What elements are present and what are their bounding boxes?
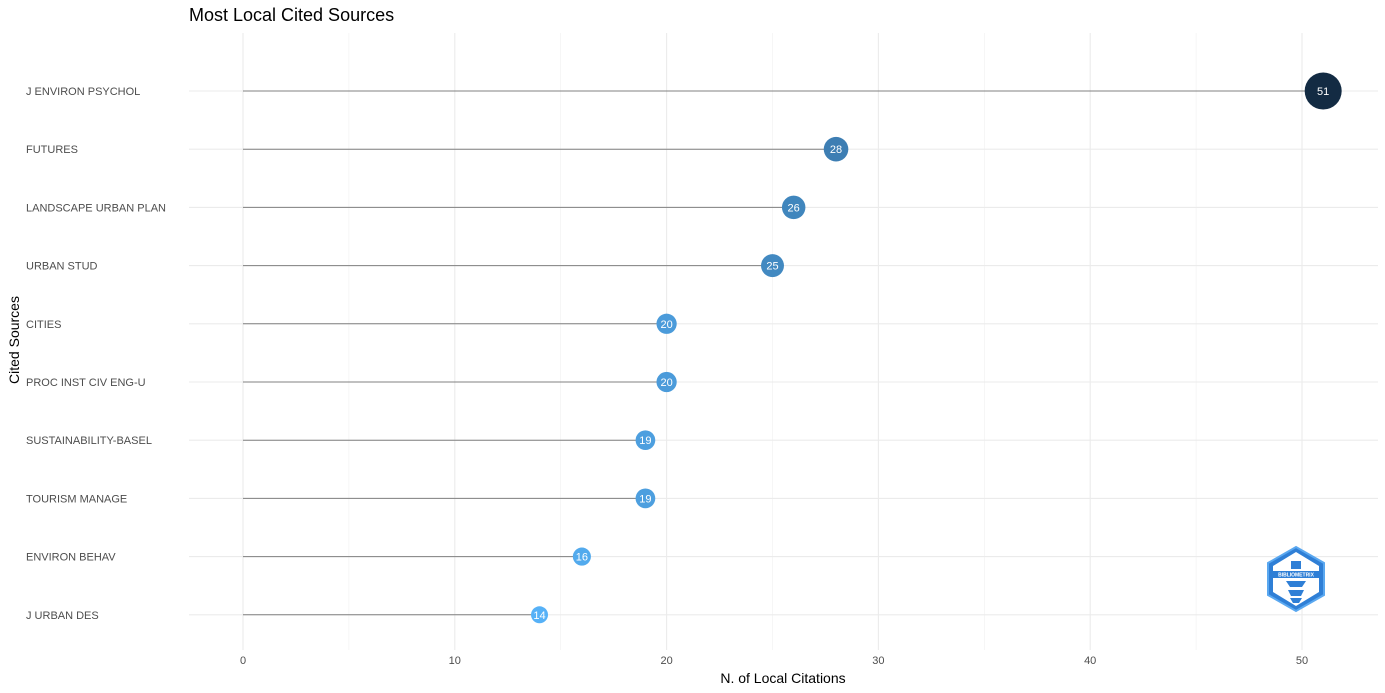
category-label: PROC INST CIV ENG-U [26,377,146,389]
logo-text: BIBLIOMETRIX [1278,573,1314,579]
data-point [656,313,677,334]
data-point [531,606,549,624]
data-points: 51 28 26 25 20 20 19 19 16 14 [531,72,1342,624]
data-label: 16 [576,552,588,564]
data-label: 20 [660,377,672,389]
category-labels: J ENVIRON PSYCHOL FUTURES LANDSCAPE URBAN … [26,86,166,622]
x-tick-label: 40 [1084,655,1096,667]
data-label: 20 [660,319,672,331]
y-axis-title: Cited Sources [6,296,22,384]
data-point [572,547,591,566]
stems [243,90,1324,616]
category-label: J URBAN DES [26,610,99,622]
data-point [1304,72,1342,110]
grid [189,33,1378,650]
category-label: CITIES [26,319,61,331]
data-label: 19 [639,435,651,447]
x-tick-label: 0 [240,655,246,667]
data-label: 51 [1317,86,1329,98]
bibliometrix-logo: BIBLIOMETRIX [1267,545,1325,613]
category-label: URBAN STUD [26,261,98,273]
data-point [656,371,677,393]
x-tick-label: 10 [449,655,461,667]
x-tick-label: 30 [872,655,884,667]
x-axis-title: N. of Local Citations [720,670,845,686]
category-label: ENVIRON BEHAV [26,552,116,564]
x-tick-label: 20 [660,655,672,667]
x-tick-labels: 0 10 20 30 40 50 [240,655,1308,667]
chart-title: Most Local Cited Sources [189,5,394,25]
category-label: TOURISM MANAGE [26,493,127,505]
data-label: 19 [639,493,651,505]
data-label: 28 [830,144,842,156]
data-point [761,254,784,278]
data-label: 25 [766,261,778,273]
data-label: 14 [533,610,545,622]
data-point [823,136,849,162]
data-label: 26 [788,202,800,214]
category-label: LANDSCAPE URBAN PLAN [26,202,166,214]
category-label: J ENVIRON PSYCHOL [26,86,140,98]
x-tick-label: 50 [1296,655,1308,667]
category-label: FUTURES [26,144,78,156]
category-label: SUSTAINABILITY-BASEL [26,435,152,447]
data-point [635,430,656,451]
data-point [635,488,656,509]
data-point [781,195,806,220]
